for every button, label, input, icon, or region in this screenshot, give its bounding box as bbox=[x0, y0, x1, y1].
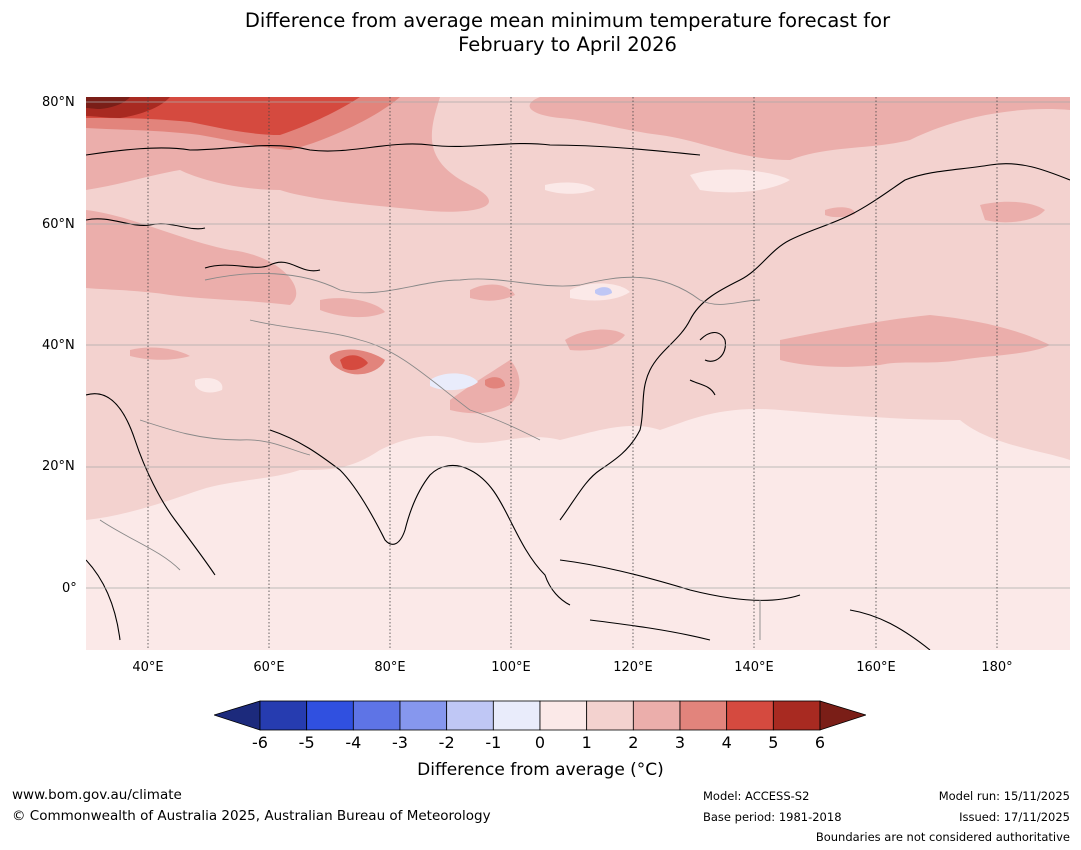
colorbar-segment bbox=[259, 700, 308, 731]
colorbar-segment bbox=[446, 700, 494, 731]
colorbar-tick-label: -2 bbox=[438, 733, 455, 752]
lat-label-20n: 20°N bbox=[42, 459, 75, 474]
colorbar bbox=[214, 700, 866, 731]
lon-label-120e: 120°E bbox=[613, 660, 653, 675]
colorbar-segment bbox=[399, 700, 448, 731]
colorbar-tick-label: 5 bbox=[768, 733, 779, 752]
colorbar-arrow-max bbox=[819, 700, 866, 731]
website-url[interactable]: www.bom.gov.au/climate bbox=[12, 787, 182, 803]
lon-label-60e: 60°E bbox=[253, 660, 285, 675]
colorbar-tick-label: -1 bbox=[485, 733, 502, 752]
colorbar-label: Difference from average (°C) bbox=[417, 760, 664, 780]
issued-date: Issued: 17/11/2025 bbox=[959, 810, 1070, 824]
colorbar-tick-label: -4 bbox=[345, 733, 362, 752]
base-period: Base period: 1981-2018 bbox=[703, 810, 842, 824]
colorbar-tick-label: 0 bbox=[534, 733, 546, 752]
lat-label-equator: 0° bbox=[62, 581, 77, 596]
lat-label-80n: 80°N bbox=[42, 95, 75, 110]
colorbar-tick-label: -5 bbox=[298, 733, 315, 752]
lon-label-180: 180° bbox=[981, 660, 1013, 675]
colorbar-segment bbox=[539, 700, 588, 731]
lon-label-80e: 80°E bbox=[374, 660, 406, 675]
colorbar-segment bbox=[679, 700, 728, 731]
lon-label-100e: 100°E bbox=[491, 660, 531, 675]
boundaries-disclaimer: Boundaries are not considered authoritat… bbox=[815, 830, 1070, 844]
colorbar-segment bbox=[492, 700, 541, 731]
colorbar-segment bbox=[586, 700, 634, 731]
colorbar-segment bbox=[352, 700, 401, 731]
model-info: Model: ACCESS-S2 bbox=[703, 789, 810, 803]
colorbar-tick-label: 6 bbox=[814, 733, 826, 752]
lon-label-140e: 140°E bbox=[734, 660, 774, 675]
chart-title: Difference from average mean minimum tem… bbox=[0, 9, 1081, 57]
title-line-1: Difference from average mean minimum tem… bbox=[244, 9, 891, 32]
colorbar-segment bbox=[306, 700, 354, 731]
colorbar-tick-label: -6 bbox=[252, 733, 268, 752]
lat-label-40n: 40°N bbox=[42, 338, 75, 353]
model-run-date: Model run: 15/11/2025 bbox=[938, 789, 1070, 803]
lat-lon-grid bbox=[86, 97, 1070, 650]
colorbar-tick-label: 3 bbox=[674, 733, 686, 752]
colorbar-tick-label: 1 bbox=[581, 733, 592, 752]
copyright-notice: © Commonwealth of Australia 2025, Austra… bbox=[12, 808, 491, 824]
anomaly-field bbox=[86, 97, 1070, 650]
lat-label-60n: 60°N bbox=[42, 217, 75, 232]
colorbar-arrow-min bbox=[214, 700, 261, 731]
colorbar-segment bbox=[632, 700, 681, 731]
lon-label-40e: 40°E bbox=[132, 660, 164, 675]
lon-label-160e: 160°E bbox=[856, 660, 896, 675]
colorbar-segment bbox=[772, 700, 821, 731]
colorbar-tick-label: -3 bbox=[392, 733, 408, 752]
colorbar-segment bbox=[726, 700, 774, 731]
title-line-2: February to April 2026 bbox=[458, 33, 677, 56]
colorbar-tick-label: 4 bbox=[721, 733, 732, 752]
colorbar-tick-label: 2 bbox=[628, 733, 639, 752]
